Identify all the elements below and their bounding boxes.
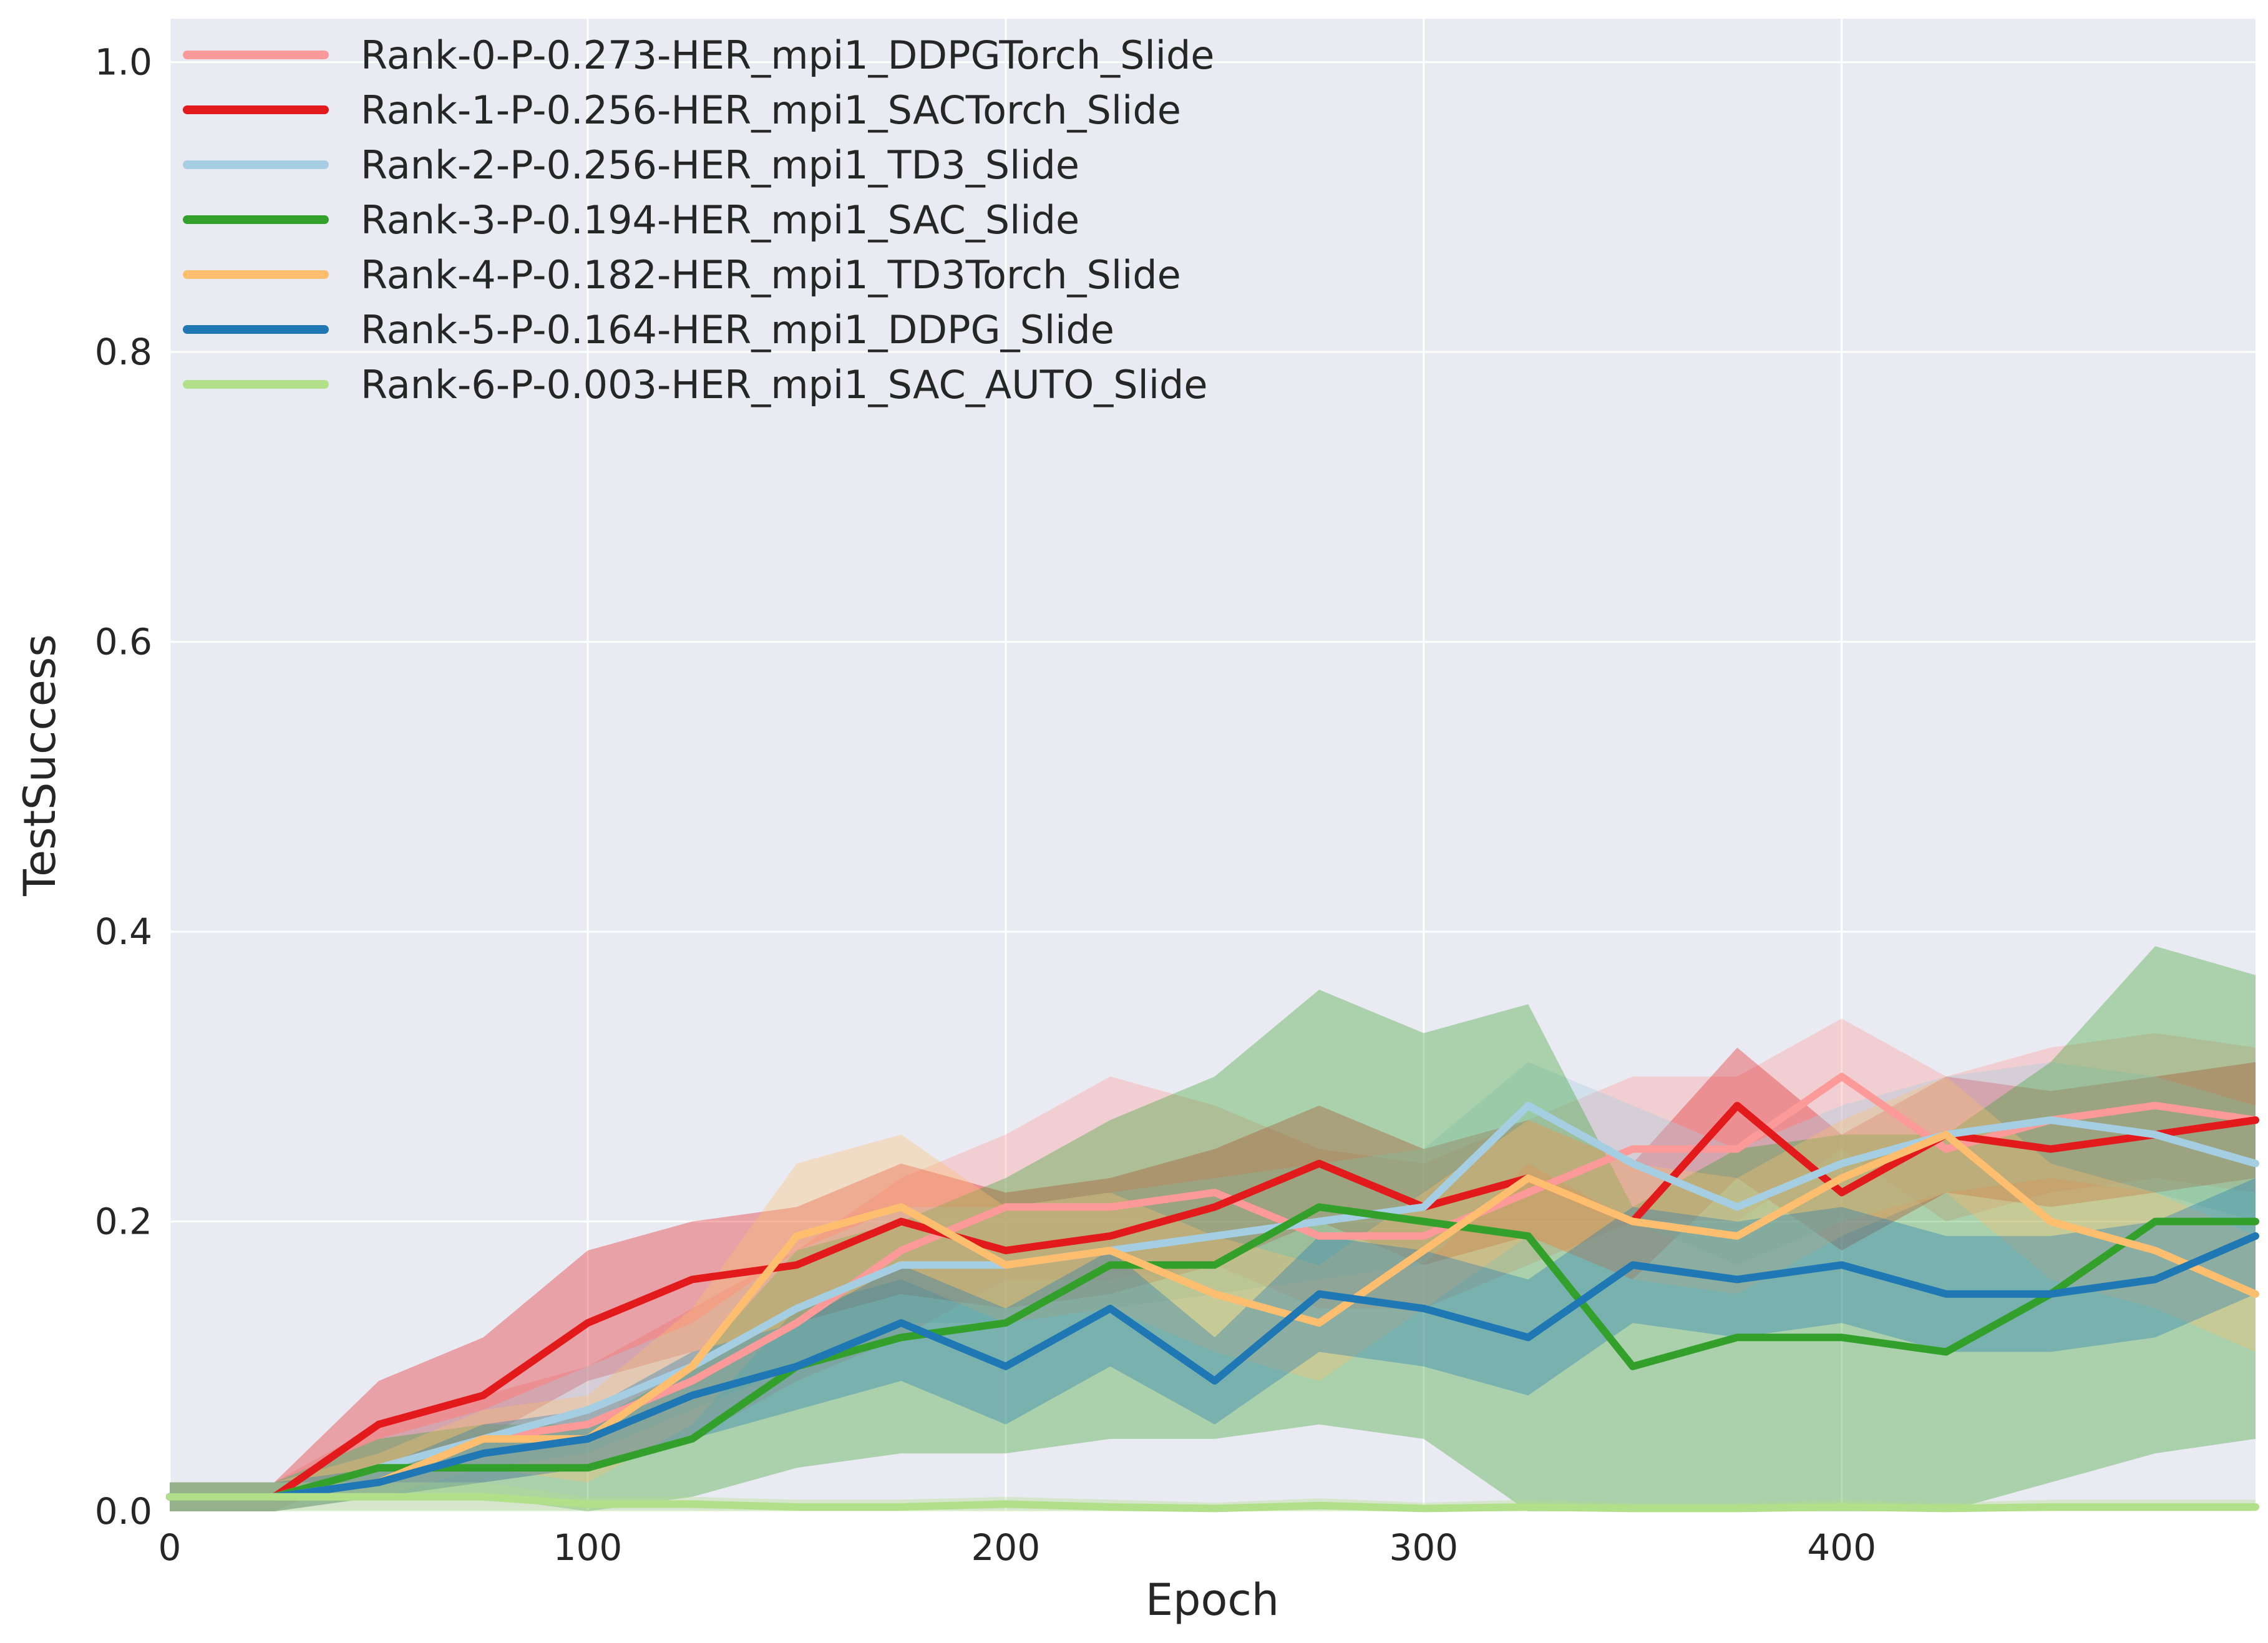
x-tick-label: 300 (1389, 1526, 1458, 1569)
y-tick-label: 1.0 (95, 41, 152, 84)
legend-entry-label: Rank-0-P-0.273-HER_mpi1_DDPGTorch_Slide (361, 32, 1214, 78)
y-axis-label: TestSuccess (14, 634, 66, 897)
legend-entry-label: Rank-6-P-0.003-HER_mpi1_SAC_AUTO_Slide (361, 362, 1208, 407)
y-tick-label: 0.8 (95, 331, 152, 373)
legend-entry-label: Rank-2-P-0.256-HER_mpi1_TD3_Slide (361, 142, 1079, 188)
legend-entry-label: Rank-5-P-0.164-HER_mpi1_DDPG_Slide (361, 307, 1114, 353)
series-line-2 (166, 1101, 2259, 1501)
x-tick-label: 400 (1807, 1526, 1876, 1569)
legend-entry-label: Rank-1-P-0.256-HER_mpi1_SACTorch_Slide (361, 87, 1181, 133)
series-line-6 (166, 1493, 2259, 1513)
series-line-1 (166, 1101, 2259, 1501)
y-tick-label: 0.6 (95, 621, 152, 663)
y-tick-labels: 0.0 0.2 0.4 0.6 0.8 1.0 (95, 41, 152, 1533)
confidence-band-1 (170, 1047, 2256, 1511)
grid-lines (168, 19, 2256, 1513)
series-line-5 (166, 1232, 2259, 1501)
series-line-3 (166, 1203, 2259, 1501)
x-axis-label: Epoch (1146, 1574, 1279, 1626)
y-tick-label: 0.0 (95, 1490, 152, 1533)
confidence-band-5 (170, 1177, 2256, 1511)
y-tick-label: 0.2 (95, 1201, 152, 1243)
y-tick-label: 0.4 (95, 910, 152, 953)
legend: Rank-0-P-0.273-HER_mpi1_DDPGTorch_Slide R… (183, 32, 1214, 407)
x-tick-label: 0 (158, 1526, 182, 1569)
x-tick-labels: 0 100 200 300 400 (158, 1526, 1877, 1569)
x-tick-label: 200 (971, 1526, 1041, 1569)
x-tick-label: 100 (553, 1526, 623, 1569)
legend-entry-label: Rank-4-P-0.182-HER_mpi1_TD3Torch_Slide (361, 252, 1181, 298)
series-lines (166, 1073, 2259, 1513)
series-line-4 (166, 1131, 2259, 1501)
series-line-0 (166, 1073, 2259, 1501)
legend-entry-label: Rank-3-P-0.194-HER_mpi1_SAC_Slide (361, 197, 1079, 243)
